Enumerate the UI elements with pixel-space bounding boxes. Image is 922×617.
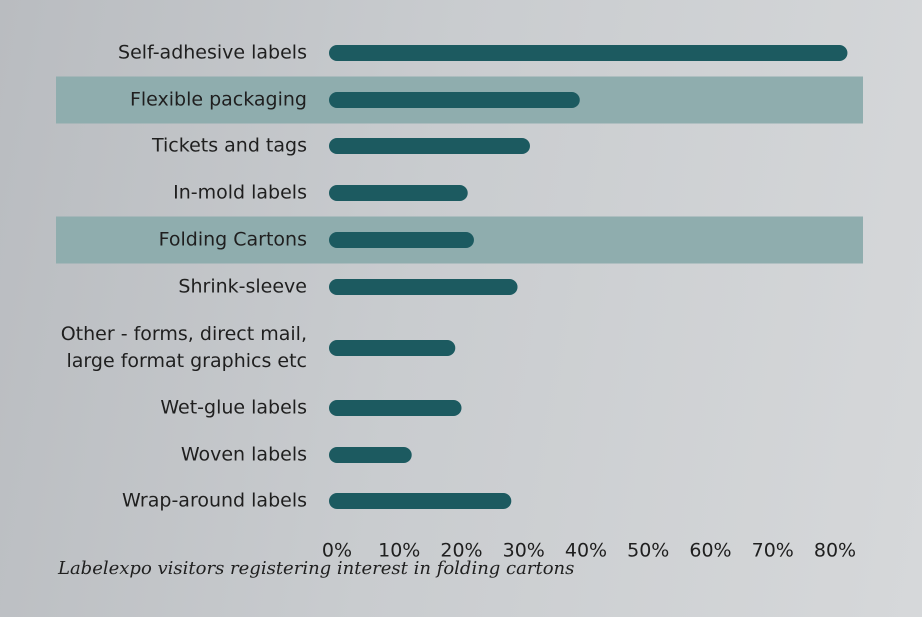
category-label: Self-adhesive labels	[118, 42, 307, 64]
category-label-line: Folding Cartons	[159, 229, 307, 251]
x-tick-label: 0%	[322, 540, 352, 562]
bar	[329, 45, 848, 61]
x-tick-label: 20%	[440, 540, 482, 562]
category-label: Tickets and tags	[151, 135, 307, 157]
x-axis-ticks: 0% 10% 20% 30% 40% 50% 60% 70% 80%	[322, 540, 856, 562]
category-label-line: Flexible packaging	[130, 89, 307, 111]
x-tick-label: 70%	[752, 540, 794, 562]
category-label-line: Wet-glue labels	[160, 397, 307, 419]
chart-caption: Labelexpo visitors registering interest …	[58, 558, 575, 579]
bar	[329, 340, 456, 356]
bars	[329, 45, 848, 509]
category-label-line: Woven labels	[181, 444, 307, 466]
category-label-line: Other - forms, direct mail,	[61, 323, 307, 345]
category-label-line: Tickets and tags	[151, 135, 307, 157]
bar	[329, 185, 468, 201]
category-label: Wrap-around labels	[122, 490, 307, 512]
category-label-line: large format graphics etc	[67, 350, 308, 372]
x-tick-label: 40%	[565, 540, 607, 562]
category-label-line: In-mold labels	[173, 182, 307, 204]
category-label: Flexible packaging	[130, 89, 307, 111]
category-label: In-mold labels	[173, 182, 307, 204]
x-tick-label: 50%	[627, 540, 669, 562]
x-tick-label: 30%	[503, 540, 545, 562]
x-tick-label: 10%	[378, 540, 420, 562]
bar	[329, 493, 512, 509]
category-labels: Self-adhesive labels Flexible packaging Ti…	[61, 42, 307, 512]
category-label-line: Self-adhesive labels	[118, 42, 307, 64]
category-label: Other - forms, direct mail, large format …	[61, 323, 307, 372]
category-label-line: Shrink-sleeve	[178, 276, 307, 298]
category-label: Shrink-sleeve	[178, 276, 307, 298]
category-label: Wet-glue labels	[160, 397, 307, 419]
bar	[329, 232, 474, 248]
bar	[329, 138, 530, 154]
x-tick-label: 80%	[814, 540, 856, 562]
x-tick-label: 60%	[689, 540, 731, 562]
category-label: Folding Cartons	[159, 229, 307, 251]
bar	[329, 92, 580, 108]
category-label-line: Wrap-around labels	[122, 490, 307, 512]
category-label: Woven labels	[181, 444, 307, 466]
bar	[329, 447, 412, 463]
bar	[329, 400, 462, 416]
bar	[329, 279, 518, 295]
